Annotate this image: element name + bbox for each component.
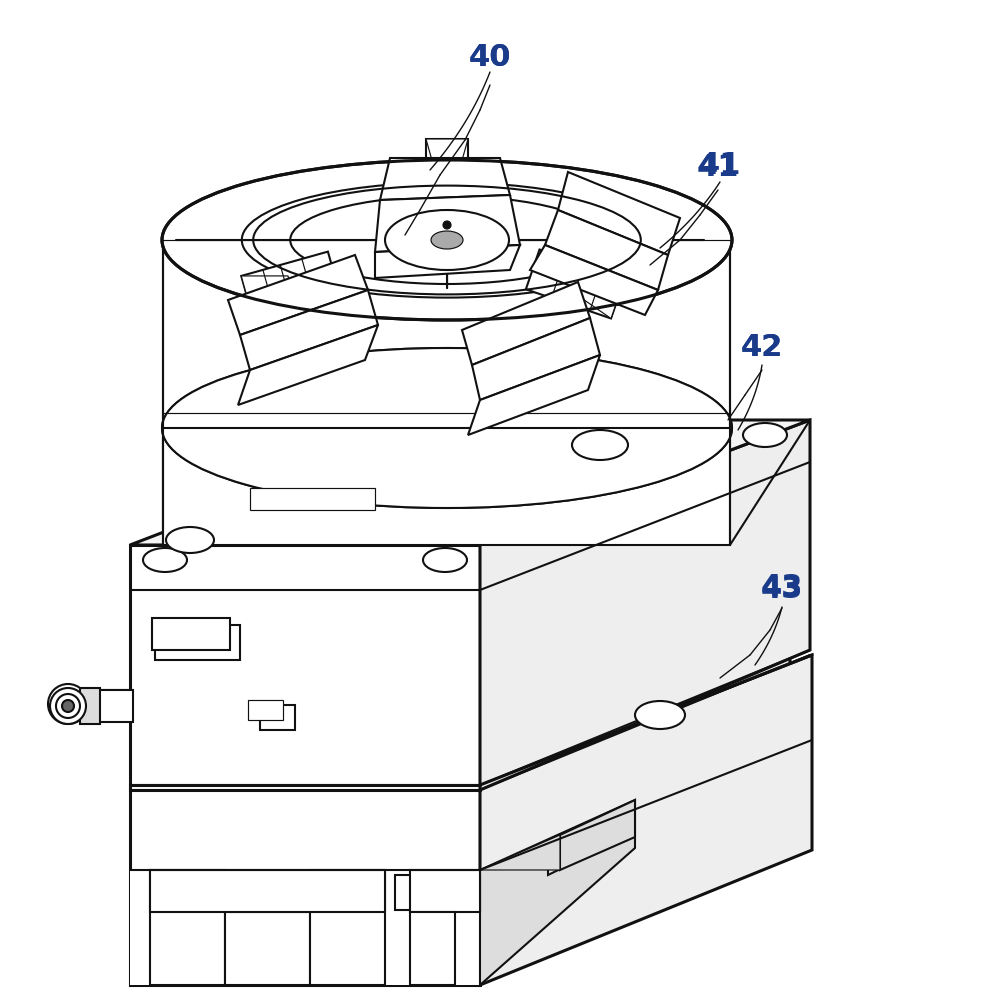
Text: 42: 42 xyxy=(740,334,783,362)
Polygon shape xyxy=(480,808,620,983)
Polygon shape xyxy=(250,488,375,510)
Polygon shape xyxy=(155,875,370,910)
Polygon shape xyxy=(395,875,480,910)
Polygon shape xyxy=(155,625,240,660)
Ellipse shape xyxy=(50,688,86,724)
Polygon shape xyxy=(310,870,385,985)
Ellipse shape xyxy=(431,231,463,249)
Polygon shape xyxy=(617,229,664,271)
Ellipse shape xyxy=(743,423,787,447)
Polygon shape xyxy=(548,808,620,875)
Ellipse shape xyxy=(443,221,451,229)
Text: 40: 40 xyxy=(468,42,512,72)
Polygon shape xyxy=(95,690,133,722)
Polygon shape xyxy=(480,800,635,985)
Ellipse shape xyxy=(463,423,507,447)
Ellipse shape xyxy=(162,160,732,320)
Ellipse shape xyxy=(62,700,74,712)
Polygon shape xyxy=(307,875,370,983)
Polygon shape xyxy=(163,428,730,545)
Polygon shape xyxy=(410,912,455,985)
Ellipse shape xyxy=(385,210,509,270)
Polygon shape xyxy=(80,690,130,718)
Polygon shape xyxy=(240,290,378,370)
Polygon shape xyxy=(472,318,600,400)
Polygon shape xyxy=(163,428,730,545)
Polygon shape xyxy=(426,139,468,184)
Polygon shape xyxy=(150,870,225,985)
Polygon shape xyxy=(260,705,295,730)
Polygon shape xyxy=(480,835,560,870)
Text: 43: 43 xyxy=(761,574,804,602)
Polygon shape xyxy=(100,690,130,718)
Polygon shape xyxy=(163,240,730,428)
Ellipse shape xyxy=(635,701,685,729)
Polygon shape xyxy=(480,420,810,790)
Polygon shape xyxy=(228,255,368,335)
Polygon shape xyxy=(560,800,635,870)
Polygon shape xyxy=(242,276,293,316)
Polygon shape xyxy=(130,785,480,985)
Polygon shape xyxy=(426,139,468,229)
Polygon shape xyxy=(227,910,307,983)
Polygon shape xyxy=(410,870,480,912)
Polygon shape xyxy=(573,276,624,318)
Ellipse shape xyxy=(242,182,652,298)
Text: 40: 40 xyxy=(468,43,512,73)
Polygon shape xyxy=(375,245,520,278)
Polygon shape xyxy=(480,655,812,985)
Polygon shape xyxy=(155,875,227,983)
Ellipse shape xyxy=(48,684,88,724)
Ellipse shape xyxy=(162,348,732,508)
Polygon shape xyxy=(380,158,510,200)
Polygon shape xyxy=(155,785,480,983)
Polygon shape xyxy=(130,420,810,545)
Ellipse shape xyxy=(143,548,187,572)
Text: 41: 41 xyxy=(697,152,740,182)
Polygon shape xyxy=(468,355,600,435)
Polygon shape xyxy=(545,210,668,290)
Ellipse shape xyxy=(55,691,81,717)
Polygon shape xyxy=(375,195,520,252)
Polygon shape xyxy=(526,250,624,318)
Polygon shape xyxy=(248,700,283,720)
Ellipse shape xyxy=(290,196,603,284)
Polygon shape xyxy=(572,225,664,271)
Ellipse shape xyxy=(166,527,214,553)
Polygon shape xyxy=(152,618,230,650)
Text: 41: 41 xyxy=(699,150,741,180)
Ellipse shape xyxy=(572,430,628,460)
Polygon shape xyxy=(130,870,480,985)
Polygon shape xyxy=(242,252,339,316)
Polygon shape xyxy=(395,875,435,983)
Ellipse shape xyxy=(379,210,515,270)
Polygon shape xyxy=(225,912,310,985)
Polygon shape xyxy=(130,545,480,790)
Polygon shape xyxy=(462,282,590,365)
Ellipse shape xyxy=(61,697,75,711)
Ellipse shape xyxy=(423,548,467,572)
Ellipse shape xyxy=(162,348,732,508)
Polygon shape xyxy=(480,650,790,983)
Polygon shape xyxy=(238,325,378,405)
Text: 43: 43 xyxy=(761,576,804,604)
Ellipse shape xyxy=(56,694,80,718)
Polygon shape xyxy=(80,688,100,724)
Polygon shape xyxy=(558,172,680,255)
Ellipse shape xyxy=(429,230,465,250)
Polygon shape xyxy=(530,245,658,315)
Text: 42: 42 xyxy=(740,334,783,362)
Polygon shape xyxy=(150,870,385,912)
